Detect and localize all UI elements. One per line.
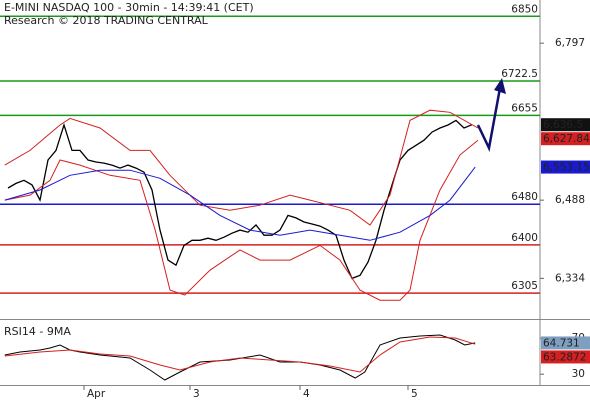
indicator-title: RSI14 - 9MA	[4, 325, 71, 338]
y-tick-label: 6,488	[555, 194, 585, 206]
price-tag-label: 6,636.5	[543, 119, 583, 131]
projection-arrow-head	[494, 78, 506, 94]
price-tag	[541, 350, 590, 364]
series-line	[4, 334, 476, 381]
projection-arrow	[476, 87, 502, 153]
x-tick-label: Apr	[87, 388, 106, 400]
price-tag-label: 64.731	[543, 337, 580, 349]
series-line	[4, 139, 479, 301]
x-tick-label: 4	[303, 388, 310, 400]
x-tick-label: 3	[193, 388, 200, 400]
price-tag-label: 63.2872	[543, 351, 586, 363]
price-tag	[541, 336, 590, 350]
chart-title: E-MINI NASDAQ 100 - 30min - 14:39:41 (CE…	[4, 1, 254, 14]
level-label: 6400	[511, 232, 538, 244]
plot-area: 6,797 6,488 6,334 6850 6722.5 6655 6480 6400 630…	[0, 3, 590, 400]
price-tag	[541, 132, 590, 146]
y-tick-label: 6,797	[555, 37, 585, 49]
level-label: 6480	[511, 191, 538, 203]
series-line	[4, 166, 476, 241]
y-tick-label: 6,334	[555, 272, 585, 284]
series-line	[4, 336, 476, 373]
x-tick-label: 5	[411, 388, 418, 400]
price-tag	[541, 118, 590, 132]
level-label: 6655	[511, 102, 538, 114]
level-label: 6305	[511, 280, 538, 292]
level-label: 6722.5	[501, 68, 538, 80]
chart-subtitle: Research © 2018 TRADING CENTRAL	[4, 14, 209, 27]
price-tag	[541, 160, 590, 174]
level-label: 6850	[511, 3, 538, 15]
price-tag-label: 6,627.84	[543, 133, 590, 145]
y-tick-label: 30	[572, 368, 585, 380]
price-tag-label: 6,553.15	[543, 162, 590, 174]
series-line	[4, 109, 479, 226]
